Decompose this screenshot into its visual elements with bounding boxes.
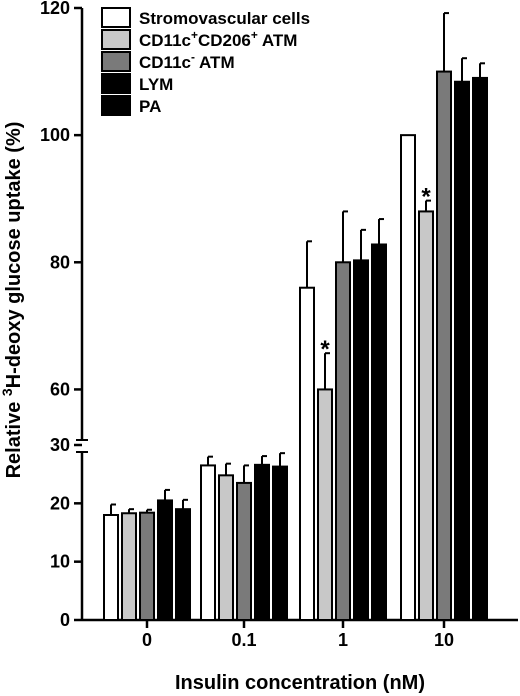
legend-swatch (101, 95, 131, 116)
bar (317, 388, 333, 621)
legend-swatch (101, 29, 131, 50)
y-axis-label: Relative 3H-deoxy glucose uptake (%) (0, 122, 25, 479)
legend-swatch (101, 7, 131, 28)
y-tick-label: 0 (60, 610, 70, 630)
bar (299, 286, 315, 621)
bar (400, 134, 416, 621)
legend-swatch (101, 51, 131, 72)
bar (218, 474, 234, 622)
significance-marker: * (421, 184, 431, 211)
bar (200, 464, 216, 621)
bar (175, 508, 191, 621)
bar (139, 511, 155, 622)
x-tick-label: 0 (142, 630, 152, 650)
bar (335, 261, 351, 621)
y-tick-label: 20 (50, 493, 70, 513)
x-tick-label: 10 (434, 630, 454, 650)
bar (472, 76, 488, 621)
significance-marker: * (320, 336, 330, 363)
y-tick-label: 100 (40, 125, 70, 145)
y-tick-label: 80 (50, 252, 70, 272)
legend-label: Stromovascular cells (139, 9, 310, 28)
legend-label: PA (139, 97, 161, 116)
bar (418, 210, 434, 622)
legend-swatch (101, 73, 131, 94)
y-tick-label: 120 (40, 0, 70, 18)
legend-label: CD11c- ATM (139, 50, 235, 72)
bar (121, 512, 137, 621)
bar (103, 514, 119, 621)
bar (254, 463, 270, 622)
bar (272, 465, 288, 622)
bar (157, 499, 173, 621)
x-tick-label: 0.1 (231, 630, 256, 650)
y-tick-label: 30 (50, 435, 70, 455)
bar (371, 243, 387, 621)
bars: ** (103, 12, 488, 622)
x-axis-label: Insulin concentration (nM) (175, 672, 425, 694)
y-tick-label: 10 (50, 552, 70, 572)
bar (454, 80, 470, 621)
bar (353, 259, 369, 621)
legend-label: CD11c+CD206+ ATM (139, 28, 297, 50)
x-tick-label: 1 (338, 630, 348, 650)
legend-label: LYM (139, 75, 173, 94)
y-tick-label: 60 (50, 379, 70, 399)
bar (436, 70, 452, 622)
bar (236, 481, 252, 621)
